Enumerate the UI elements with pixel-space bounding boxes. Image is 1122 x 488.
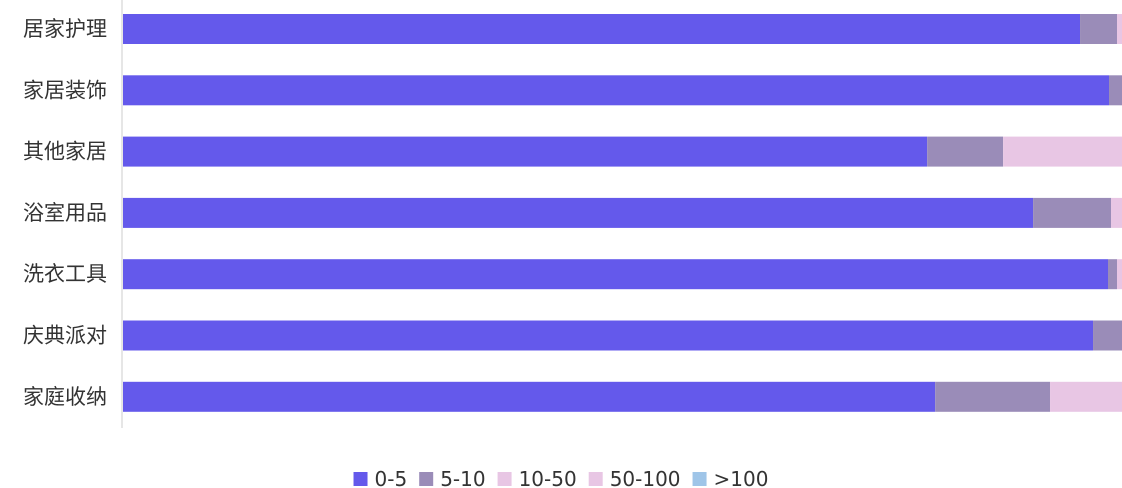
bar-segment-6-2 xyxy=(1050,381,1122,412)
bar-segment-4-1 xyxy=(1108,259,1117,290)
category-label: 浴室用品 xyxy=(23,201,107,225)
legend-swatch-3[interactable] xyxy=(588,472,603,486)
bar-segment-2-0 xyxy=(123,136,928,167)
bar-segment-1-0 xyxy=(123,75,1110,106)
legend-swatch-1[interactable] xyxy=(419,472,434,486)
category-label: 家居装饰 xyxy=(23,78,107,102)
bar-segment-0-0 xyxy=(123,14,1081,44)
legend-swatch-0[interactable] xyxy=(353,472,368,486)
legend-label-2[interactable]: 10-50 xyxy=(519,467,577,488)
bar-segment-3-0 xyxy=(123,197,1034,228)
bar-segment-6-1 xyxy=(935,381,1051,412)
bar-segment-4-0 xyxy=(123,259,1109,290)
legend-label-4[interactable]: >100 xyxy=(714,467,769,488)
bar-segment-0-2 xyxy=(1117,14,1122,44)
bar-segment-2-1 xyxy=(927,136,1004,167)
category-label: 其他家居 xyxy=(23,140,107,164)
bars-group xyxy=(123,14,1122,412)
legend-swatch-2[interactable] xyxy=(497,472,512,486)
legend-swatch-4[interactable] xyxy=(692,472,707,486)
legend: 0-5 5-10 10-50 50-100 >100 xyxy=(353,467,769,488)
bar-segment-6-0 xyxy=(123,381,936,412)
bar-segment-5-1 xyxy=(1093,320,1122,351)
bar-segment-2-2 xyxy=(1003,136,1122,167)
category-label: 洗衣工具 xyxy=(23,262,107,286)
bar-segment-0-1 xyxy=(1080,14,1117,44)
category-label: 庆典派对 xyxy=(23,324,107,348)
category-label: 家庭收纳 xyxy=(23,385,107,409)
legend-label-3[interactable]: 50-100 xyxy=(610,467,681,488)
bar-segment-3-1 xyxy=(1033,197,1112,228)
bar-segment-4-2 xyxy=(1117,259,1122,290)
bar-segment-1-1 xyxy=(1109,75,1122,106)
bar-segment-5-0 xyxy=(123,320,1094,351)
category-label: 居家护理 xyxy=(23,17,107,41)
legend-label-1[interactable]: 5-10 xyxy=(440,467,485,488)
legend-label-0[interactable]: 0-5 xyxy=(375,467,408,488)
bar-segment-3-2 xyxy=(1111,197,1122,228)
